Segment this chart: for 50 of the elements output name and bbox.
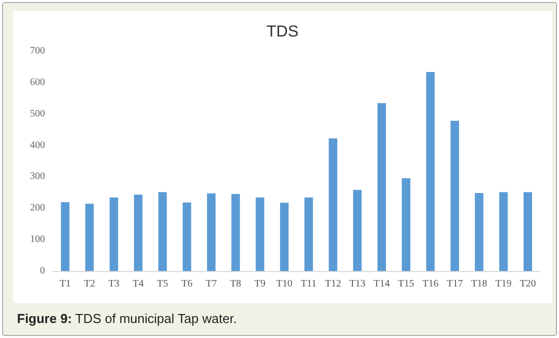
caption: Figure 9: TDS of municipal Tap water.	[17, 311, 237, 326]
x-tick-label: T3	[108, 278, 120, 290]
bar	[231, 194, 240, 271]
x-tick-label: T2	[84, 278, 96, 290]
x-tick-label: T14	[374, 278, 390, 290]
y-tick-label: 0	[40, 266, 45, 276]
x-tick-label: T15	[398, 278, 414, 290]
x-tick-label: T7	[206, 278, 217, 290]
x-tick-label: T4	[132, 278, 144, 290]
bar	[353, 190, 362, 271]
y-tick-label: 300	[30, 171, 45, 182]
bar	[134, 194, 142, 271]
bar	[402, 178, 410, 271]
x-tick-label: T20	[520, 278, 536, 290]
x-tick-label: T12	[324, 278, 342, 290]
x-tick-label: T17	[446, 278, 463, 290]
bar	[304, 197, 313, 271]
x-tick-label: T16	[422, 278, 438, 290]
bar	[328, 138, 338, 271]
y-tick-label: 600	[30, 76, 45, 88]
y-tick-label: 700	[30, 46, 45, 56]
x-tick-label: T9	[254, 278, 266, 290]
bar	[256, 197, 264, 271]
bar	[426, 72, 435, 271]
x-tick-label: T19	[495, 278, 512, 290]
x-tick-label: T1	[60, 278, 71, 290]
y-tick-label: 100	[30, 234, 45, 246]
bar	[280, 202, 289, 271]
bar	[450, 120, 460, 271]
chart-title: TDS	[266, 24, 298, 40]
bar	[474, 193, 484, 271]
bar	[85, 204, 94, 271]
x-tick-label: T10	[276, 278, 292, 290]
x-tick-label: T13	[349, 278, 366, 290]
x-tick-label: T6	[181, 278, 192, 290]
x-tick-label: T5	[157, 278, 168, 290]
bar	[182, 202, 192, 271]
y-tick-label: 500	[30, 108, 45, 120]
bar	[377, 103, 386, 271]
bar	[60, 202, 70, 271]
bar	[110, 197, 118, 271]
x-tick-label: T11	[300, 278, 317, 290]
bar	[158, 192, 167, 271]
bar	[207, 193, 216, 271]
x-tick-label: T18	[471, 278, 488, 290]
y-tick-label: 400	[30, 140, 45, 151]
x-tick-label: T8	[230, 278, 242, 290]
bar	[524, 192, 532, 271]
y-tick-label: 200	[30, 202, 45, 214]
bar	[499, 192, 508, 271]
